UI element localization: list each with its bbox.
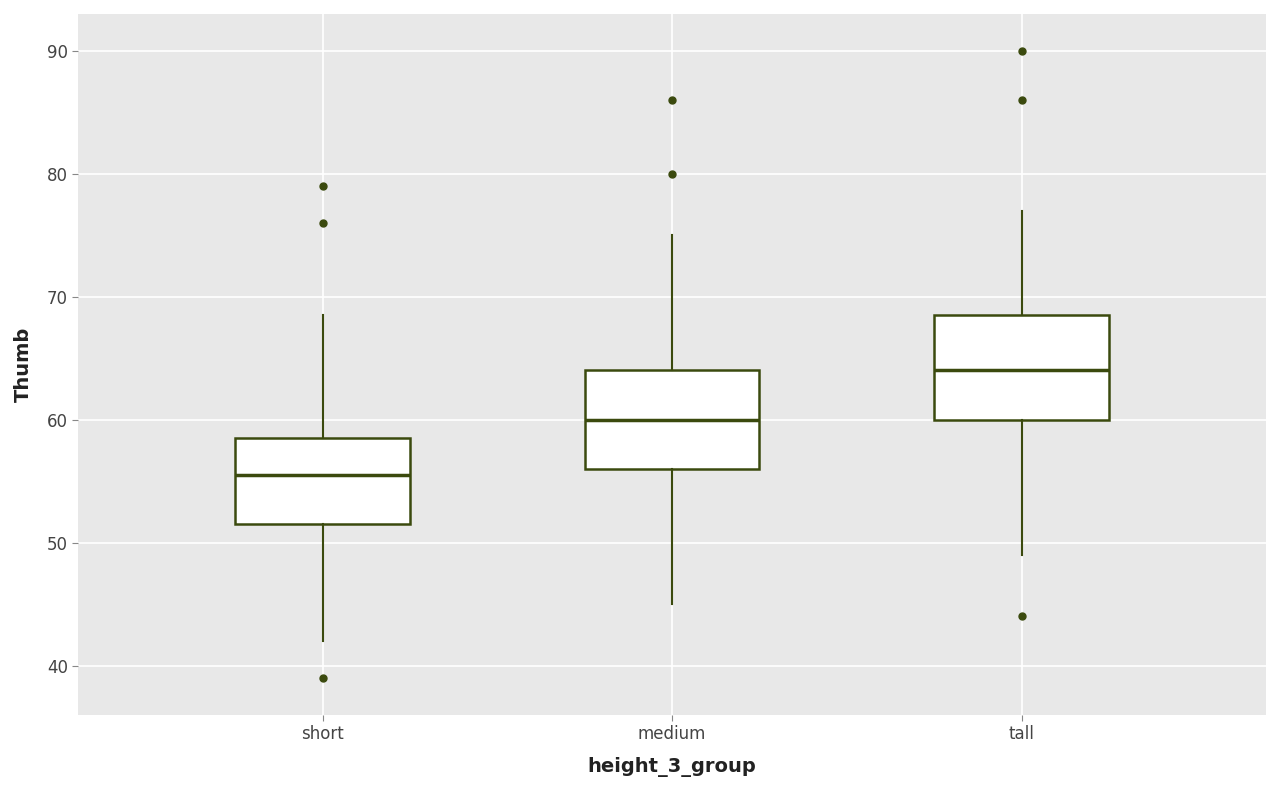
- X-axis label: height_3_group: height_3_group: [588, 757, 756, 777]
- PathPatch shape: [934, 315, 1108, 420]
- PathPatch shape: [236, 438, 410, 524]
- PathPatch shape: [585, 370, 759, 469]
- Y-axis label: Thumb: Thumb: [14, 327, 33, 402]
